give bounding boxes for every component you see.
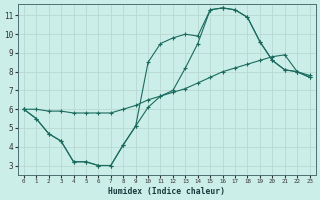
- X-axis label: Humidex (Indice chaleur): Humidex (Indice chaleur): [108, 187, 225, 196]
